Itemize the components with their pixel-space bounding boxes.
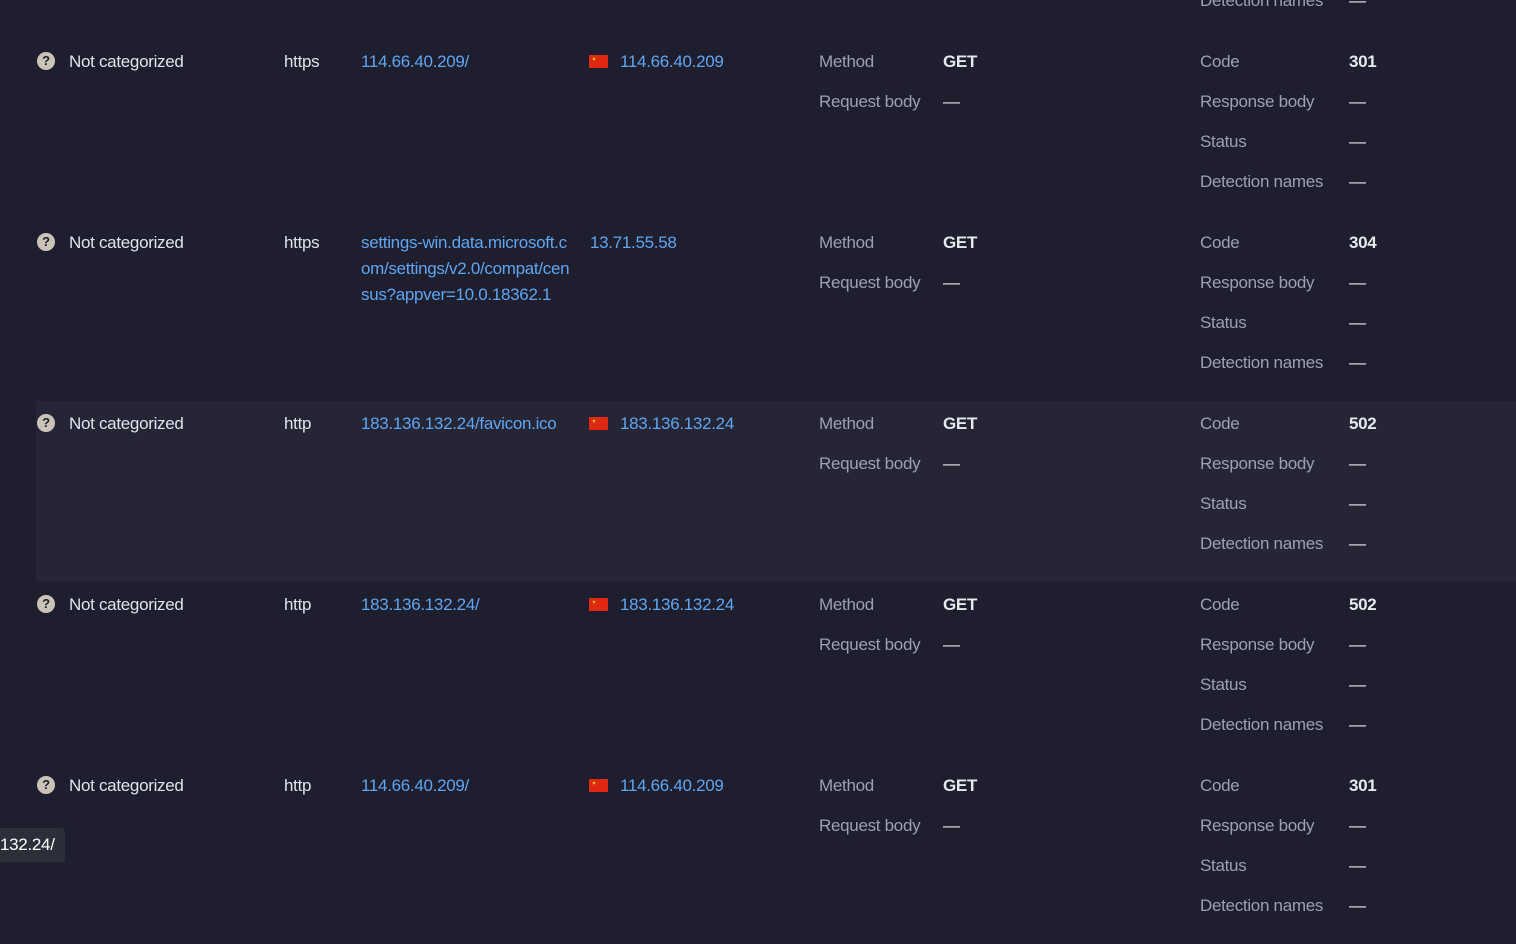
status-label: Status	[1200, 313, 1247, 332]
ip-link[interactable]: 114.66.40.209	[620, 776, 724, 795]
detection-names-label: Detection names	[1200, 896, 1324, 915]
method-label: Method	[819, 52, 874, 71]
code-label: Code	[1200, 595, 1240, 614]
china-flag-icon	[589, 55, 608, 68]
category: Not categorized	[69, 595, 184, 614]
method-label: Method	[819, 414, 874, 433]
question-circle-icon: ?	[37, 776, 55, 794]
question-circle-icon: ?	[37, 414, 55, 432]
method-value: GET	[943, 414, 978, 433]
response-body-value: —	[1349, 454, 1366, 473]
request-body-value: —	[943, 454, 960, 473]
method-value: GET	[943, 233, 978, 252]
url-link[interactable]: 114.66.40.209/	[361, 52, 469, 71]
ip-link[interactable]: 183.136.132.24	[620, 414, 734, 433]
question-circle-icon: ?	[37, 595, 55, 613]
request-body-label: Request body	[819, 816, 921, 835]
ip-link[interactable]: 114.66.40.209	[620, 52, 724, 71]
response-body-value: —	[1349, 273, 1366, 292]
category: Not categorized	[69, 52, 184, 71]
china-flag-icon	[589, 779, 608, 792]
url-link[interactable]: 183.136.132.24/	[361, 595, 480, 614]
status-value: —	[1349, 675, 1366, 694]
url-link[interactable]: 114.66.40.209/	[361, 776, 469, 795]
code-value: 502	[1349, 595, 1377, 614]
category: Not categorized	[69, 776, 184, 795]
detection-names-label: Detection names	[1200, 172, 1324, 191]
connection-row[interactable]: ? Not categorized http 114.66.40.209/114…	[36, 763, 1516, 944]
status-label: Status	[1200, 132, 1247, 151]
detection-names-value: —	[1349, 353, 1366, 372]
request-body-value: —	[943, 273, 960, 292]
status-value: —	[1349, 856, 1366, 875]
question-circle-icon: ?	[37, 52, 55, 70]
response-body-label: Response body	[1200, 273, 1315, 292]
code-label: Code	[1200, 776, 1240, 795]
code-value: 502	[1349, 414, 1377, 433]
detection-names-label: Detection names	[1200, 0, 1324, 10]
connection-row[interactable]: ? Not categorized https 114.66.40.209/11…	[36, 39, 1516, 220]
response-body-label: Response body	[1200, 816, 1315, 835]
status-value: —	[1349, 494, 1366, 513]
request-body-value: —	[943, 635, 960, 654]
method-label: Method	[819, 233, 874, 252]
ip-link[interactable]: 183.136.132.24	[620, 595, 734, 614]
ip-link[interactable]: 13.71.55.58	[590, 233, 677, 252]
connection-row[interactable]: ? Not categorized http 183.136.132.24/fa…	[36, 401, 1516, 582]
method-value: GET	[943, 776, 978, 795]
connection-row[interactable]: ? Not categorized http 183.136.132.24/18…	[36, 582, 1516, 763]
method-value: GET	[943, 595, 978, 614]
code-value: 301	[1349, 52, 1377, 71]
china-flag-icon	[589, 417, 608, 430]
url-link[interactable]: 183.136.132.24/favicon.ico	[361, 414, 557, 433]
detection-names-value: —	[1349, 715, 1366, 734]
status-label: Status	[1200, 856, 1247, 875]
response-body-value: —	[1349, 816, 1366, 835]
response-body-label: Response body	[1200, 92, 1315, 111]
detection-names-value: —	[1349, 172, 1366, 191]
code-label: Code	[1200, 414, 1240, 433]
status-value: —	[1349, 313, 1366, 332]
code-value: 304	[1349, 233, 1377, 252]
protocol: http	[284, 414, 312, 433]
response-body-label: Response body	[1200, 635, 1315, 654]
protocol: http	[284, 595, 312, 614]
url-link[interactable]: settings-win.data.microsoft.com/settings…	[361, 233, 570, 304]
request-body-label: Request body	[819, 273, 921, 292]
method-label: Method	[819, 595, 874, 614]
code-label: Code	[1200, 52, 1240, 71]
category: Not categorized	[69, 414, 184, 433]
method-label: Method	[819, 776, 874, 795]
connection-row[interactable]: ? Not categorized https settings-win.dat…	[36, 220, 1516, 401]
status-label: Status	[1200, 494, 1247, 513]
response-body-value: —	[1349, 635, 1366, 654]
question-circle-icon: ?	[37, 233, 55, 251]
request-body-value: —	[943, 92, 960, 111]
method-value: GET	[943, 52, 978, 71]
detection-names-label: Detection names	[1200, 353, 1324, 372]
china-flag-icon	[589, 598, 608, 611]
status-label: Status	[1200, 675, 1247, 694]
detection-names-label: Detection names	[1200, 534, 1324, 553]
request-body-label: Request body	[819, 454, 921, 473]
request-body-value: —	[943, 816, 960, 835]
status-value: —	[1349, 132, 1366, 151]
request-body-label: Request body	[819, 92, 921, 111]
detection-names-value: —	[1349, 0, 1366, 10]
response-body-value: —	[1349, 92, 1366, 111]
protocol: http	[284, 776, 312, 795]
protocol: https	[284, 233, 320, 252]
detection-names-label: Detection names	[1200, 715, 1324, 734]
code-label: Code	[1200, 233, 1240, 252]
url-tooltip: 132.24/	[0, 828, 65, 862]
code-value: 301	[1349, 776, 1377, 795]
category: Not categorized	[69, 233, 184, 252]
partial-row: Detection names —	[36, 0, 1516, 39]
protocol: https	[284, 52, 320, 71]
response-body-label: Response body	[1200, 454, 1315, 473]
request-body-label: Request body	[819, 635, 921, 654]
detection-names-value: —	[1349, 534, 1366, 553]
detection-names-value: —	[1349, 896, 1366, 915]
